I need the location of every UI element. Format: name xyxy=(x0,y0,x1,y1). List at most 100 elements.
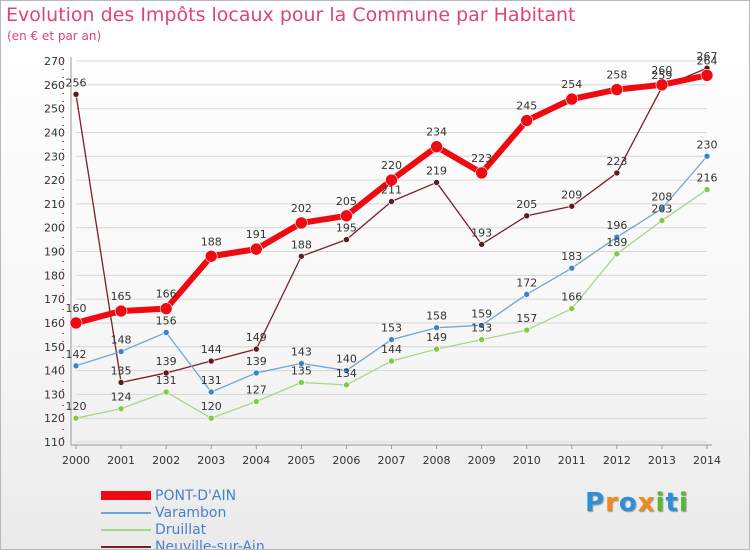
legend-label: PONT-D'AIN xyxy=(155,487,237,504)
x-tick-label: 2009 xyxy=(468,454,496,467)
data-label: 223 xyxy=(471,152,492,165)
data-label: 209 xyxy=(561,188,582,201)
y-tick-label: 180 xyxy=(44,269,65,282)
data-label: 264 xyxy=(697,54,718,67)
data-point xyxy=(159,302,173,315)
y-tick-label: 170 xyxy=(44,293,65,306)
data-point xyxy=(523,212,531,220)
data-point xyxy=(388,336,395,343)
data-label: 131 xyxy=(201,374,222,387)
data-label: 144 xyxy=(201,343,222,356)
data-label: 203 xyxy=(651,203,672,216)
y-tick-label: 150 xyxy=(44,341,65,354)
legend-label: Varambon xyxy=(155,504,227,521)
data-point xyxy=(69,316,83,330)
data-label: 245 xyxy=(516,100,537,113)
data-point xyxy=(343,381,350,389)
data-point xyxy=(568,202,576,210)
legend-item: Neuville-sur-Ain xyxy=(101,538,265,549)
logo-letter: r xyxy=(605,488,619,518)
data-label: 195 xyxy=(336,222,357,235)
data-label: 219 xyxy=(426,164,447,177)
y-tick-label: 270 xyxy=(44,55,65,68)
y-tick-label: 220 xyxy=(44,174,65,187)
data-label: 223 xyxy=(606,155,627,168)
x-tick-label: 2010 xyxy=(513,454,541,467)
data-label: 196 xyxy=(606,219,627,232)
chart-title: Evolution des Impôts locaux pour la Comm… xyxy=(6,4,576,26)
data-point xyxy=(658,205,666,212)
data-point xyxy=(568,264,576,272)
data-point xyxy=(433,345,440,353)
legend-item: PONT-D'AIN xyxy=(101,487,265,504)
data-point xyxy=(204,249,218,263)
data-label: 153 xyxy=(471,322,492,335)
y-tick-label: 210 xyxy=(44,198,65,211)
y-tick-label: 140 xyxy=(44,365,65,378)
data-point xyxy=(478,322,485,329)
data-label: 205 xyxy=(336,195,357,208)
data-label: 142 xyxy=(66,348,87,361)
x-tick-label: 2004 xyxy=(242,454,270,467)
data-point xyxy=(117,405,125,412)
data-label: 193 xyxy=(471,226,492,239)
x-tick-label: 2005 xyxy=(287,454,315,467)
data-point xyxy=(478,241,485,248)
data-label: 256 xyxy=(66,76,87,89)
data-label: 124 xyxy=(111,391,132,404)
data-point xyxy=(72,91,80,98)
data-label: 216 xyxy=(697,172,718,185)
data-point xyxy=(72,414,80,422)
legend-item: Varambon xyxy=(101,504,265,521)
data-label: 149 xyxy=(426,331,447,344)
x-tick-label: 2013 xyxy=(648,454,676,467)
data-point xyxy=(610,83,624,96)
data-label: 259 xyxy=(651,69,672,82)
data-label: 254 xyxy=(561,78,582,91)
data-point xyxy=(295,216,308,230)
data-label: 120 xyxy=(66,400,87,413)
data-label: 205 xyxy=(516,198,537,211)
data-label: 260 xyxy=(651,64,672,77)
logo-letter: o xyxy=(618,488,638,518)
data-point xyxy=(658,217,666,224)
data-label: 159 xyxy=(471,307,492,320)
data-point xyxy=(298,360,305,367)
x-tick-label: 2011 xyxy=(558,454,586,467)
data-label: 148 xyxy=(111,334,132,347)
data-point xyxy=(249,242,263,256)
data-point xyxy=(613,169,621,177)
data-label: 166 xyxy=(156,288,177,301)
data-label: 230 xyxy=(697,138,718,151)
data-point xyxy=(388,198,395,205)
x-tick-label: 2007 xyxy=(378,454,406,467)
x-tick-label: 2014 xyxy=(693,454,721,467)
data-point xyxy=(162,388,170,396)
logo-letter: x xyxy=(637,488,656,518)
data-label: 211 xyxy=(381,183,402,196)
x-tick-label: 2002 xyxy=(152,454,180,467)
logo-letter: t xyxy=(665,488,679,518)
data-label: 158 xyxy=(426,310,447,323)
data-label: 166 xyxy=(561,291,582,304)
y-tick-label: 190 xyxy=(44,246,65,259)
data-point xyxy=(207,357,215,365)
x-tick-label: 2000 xyxy=(62,454,90,467)
data-point xyxy=(613,233,621,241)
chart-legend: PONT-D'AIN Varambon Druillat Neuville-sur-A… xyxy=(101,487,265,549)
y-tick-label: 110 xyxy=(44,436,65,449)
data-label: 144 xyxy=(381,343,402,356)
data-point xyxy=(252,398,260,405)
data-point xyxy=(343,367,350,374)
data-point xyxy=(703,152,711,160)
data-label: 191 xyxy=(246,228,267,241)
data-point xyxy=(298,379,305,386)
data-label: 267 xyxy=(697,50,718,63)
legend-item: Druillat xyxy=(101,521,265,538)
x-tick-label: 2001 xyxy=(107,454,135,467)
data-point xyxy=(568,305,576,312)
data-label: 143 xyxy=(291,345,312,358)
legend-swatch xyxy=(101,511,151,514)
